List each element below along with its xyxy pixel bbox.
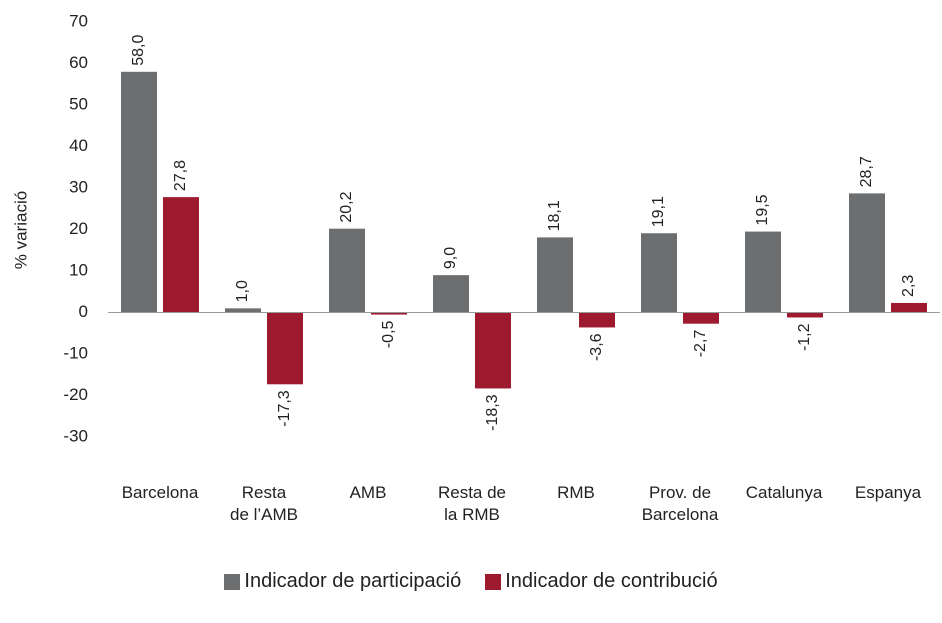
bar bbox=[683, 312, 719, 324]
x-tick-label: Prov. de Barcelona bbox=[641, 483, 719, 524]
bar bbox=[121, 71, 157, 313]
x-tick-label: RMB bbox=[557, 483, 595, 502]
value-label: 1,0 bbox=[234, 280, 251, 302]
bar bbox=[371, 312, 407, 315]
y-tick-label: -30 bbox=[63, 426, 88, 445]
value-label: -17,3 bbox=[276, 390, 293, 427]
value-label: -18,3 bbox=[484, 394, 501, 431]
value-label: 9,0 bbox=[442, 247, 459, 269]
legend: Indicador de participació Indicador de co… bbox=[0, 570, 942, 593]
bar bbox=[225, 308, 261, 313]
y-tick-label: 20 bbox=[69, 219, 88, 238]
value-label: 27,8 bbox=[172, 160, 189, 191]
legend-item: Indicador de contribució bbox=[485, 570, 718, 593]
y-tick-label: -20 bbox=[63, 385, 88, 404]
y-tick-label: 60 bbox=[69, 53, 88, 72]
value-label: -2,7 bbox=[692, 330, 709, 358]
bar bbox=[267, 312, 303, 385]
bar bbox=[641, 233, 677, 313]
bar bbox=[579, 312, 615, 328]
x-tick-label: Resta de l’AMB bbox=[229, 483, 299, 524]
legend-label: Indicador de participació bbox=[244, 570, 462, 592]
bar bbox=[433, 275, 469, 313]
legend-label: Indicador de contribució bbox=[505, 570, 718, 592]
legend-swatch bbox=[224, 573, 241, 590]
y-tick-label: 50 bbox=[69, 94, 88, 113]
x-tick-label: AMB bbox=[349, 483, 387, 502]
bar bbox=[787, 312, 823, 318]
value-label: 28,7 bbox=[858, 156, 875, 187]
legend-item: Indicador de participació bbox=[224, 570, 461, 593]
x-tick-label: Catalunya bbox=[745, 483, 823, 502]
bar bbox=[891, 302, 927, 313]
bar bbox=[745, 231, 781, 313]
x-tick-label: Resta de la RMB bbox=[437, 483, 507, 524]
bar bbox=[849, 193, 885, 313]
value-label: -3,6 bbox=[588, 333, 605, 361]
y-tick-label: 30 bbox=[69, 177, 88, 196]
y-axis-label: % variació bbox=[11, 191, 30, 269]
x-tick-label: Barcelona bbox=[121, 483, 199, 502]
x-tick-label: Espanya bbox=[854, 483, 922, 502]
value-label: -1,2 bbox=[796, 323, 813, 351]
y-tick-label: 40 bbox=[69, 136, 88, 155]
value-label: 2,3 bbox=[900, 275, 917, 297]
bar bbox=[475, 312, 511, 389]
value-label: 19,1 bbox=[650, 196, 667, 227]
y-tick-label: 70 bbox=[69, 11, 88, 30]
value-label: 19,5 bbox=[754, 194, 771, 225]
value-label: 58,0 bbox=[130, 35, 147, 66]
y-tick-label: 0 bbox=[79, 302, 88, 321]
value-label: 20,2 bbox=[338, 191, 355, 222]
y-tick-label: 10 bbox=[69, 260, 88, 279]
value-label: 18,1 bbox=[546, 200, 563, 231]
value-label: -0,5 bbox=[380, 320, 397, 348]
bar bbox=[163, 197, 199, 313]
y-tick-label: -10 bbox=[63, 343, 88, 362]
bar bbox=[537, 237, 573, 313]
legend-swatch bbox=[485, 573, 502, 590]
bar bbox=[329, 228, 365, 313]
